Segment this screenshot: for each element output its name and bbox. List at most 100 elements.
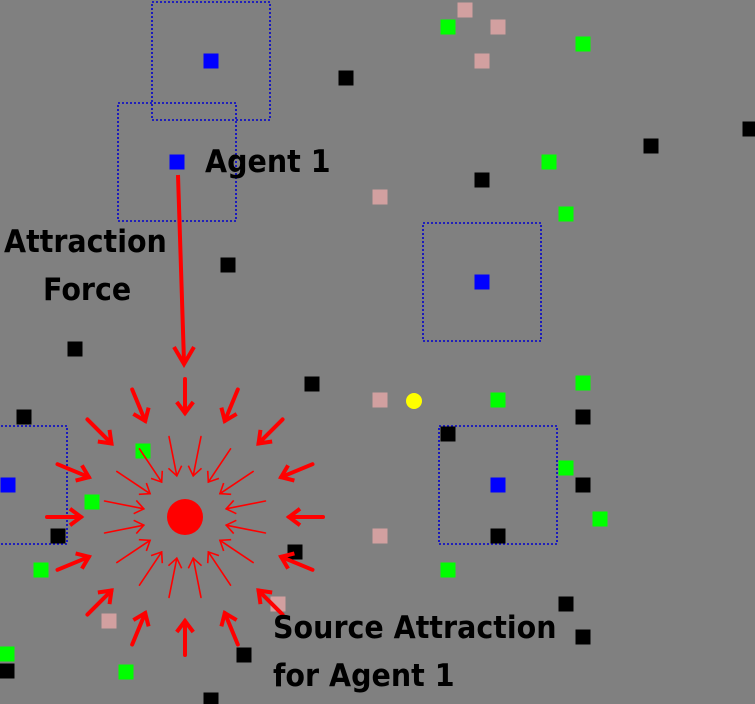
- agent-1: [169, 154, 185, 170]
- source-attraction-arrowhead: [75, 464, 92, 483]
- source-attraction-arrow: [116, 539, 151, 564]
- source-attraction-arrow: [256, 417, 285, 446]
- resource-node: [575, 36, 591, 52]
- resource-node: [558, 206, 574, 222]
- source-attraction-arrow: [222, 611, 240, 647]
- neighborhood-box: [0, 425, 68, 545]
- source-attraction-arrow: [207, 551, 232, 586]
- source-attraction-arrow: [103, 524, 145, 534]
- obstacle-node: [575, 477, 591, 493]
- obstacle-node: [575, 629, 591, 645]
- source-attraction-arrow: [192, 557, 202, 599]
- source-attraction-arrowhead: [97, 429, 114, 446]
- resource-node: [575, 375, 591, 391]
- obstacle-node: [304, 376, 320, 392]
- source-attraction-arrowhead: [219, 610, 238, 627]
- resource-node: [135, 443, 151, 459]
- target-point: [406, 393, 422, 409]
- source-attraction-arrowhead: [285, 507, 302, 527]
- obstacle-node: [16, 409, 32, 425]
- obstacle-node: [558, 596, 574, 612]
- source-label-line1: Source Attraction: [273, 610, 557, 646]
- inactive-node: [457, 2, 473, 18]
- obstacle-node: [67, 341, 83, 357]
- source-attraction-arrowhead: [175, 400, 195, 417]
- source-attraction-arrow: [168, 557, 178, 599]
- source-attraction-arrow: [130, 387, 148, 423]
- source-attraction-arrowhead: [150, 470, 164, 484]
- source-attraction-arrowhead: [97, 588, 114, 605]
- inactive-node: [490, 19, 506, 35]
- source-attraction-arrowhead: [167, 465, 183, 478]
- source-attraction-arrow: [192, 435, 202, 477]
- source-attraction-arrow: [138, 448, 163, 483]
- source-attraction-arrowhead: [219, 407, 238, 424]
- obstacle-node: [474, 172, 490, 188]
- source-attraction-arrowhead: [167, 556, 183, 569]
- obstacle-node: [643, 138, 659, 154]
- attraction-source: [167, 499, 203, 535]
- attraction-label-line2: Force: [43, 272, 132, 308]
- source-attraction-arrowhead: [278, 464, 295, 483]
- obstacle-node: [220, 257, 236, 273]
- source-attraction-arrowhead: [138, 482, 152, 496]
- resource-node: [84, 494, 100, 510]
- source-attraction-arrow: [219, 470, 254, 495]
- source-attraction-arrowhead: [278, 551, 295, 570]
- resource-node: [558, 460, 574, 476]
- source-label-line2: for Agent 1: [273, 658, 455, 694]
- agent-b: [474, 274, 490, 290]
- source-attraction-arrowhead: [187, 556, 203, 569]
- source-attraction-arrowhead: [75, 551, 92, 570]
- source-attraction-arrow: [55, 462, 91, 480]
- obstacle-node: [440, 426, 456, 442]
- resource-node: [440, 19, 456, 35]
- resource-node: [490, 392, 506, 408]
- source-attraction-arrow: [103, 500, 145, 510]
- resource-node: [592, 511, 608, 527]
- inactive-node: [474, 53, 490, 69]
- obstacle-node: [490, 528, 506, 544]
- source-attraction-arrow: [219, 539, 254, 564]
- source-attraction-arrow: [279, 554, 315, 572]
- neighborhood-box: [438, 425, 558, 545]
- source-attraction-arrowhead: [68, 507, 85, 527]
- source-attraction-arrowhead: [256, 588, 273, 605]
- source-attraction-arrowhead: [224, 519, 237, 535]
- source-attraction-arrow: [279, 462, 315, 480]
- resource-node: [0, 646, 15, 662]
- neighborhood-box: [117, 102, 237, 222]
- source-attraction-arrowhead: [175, 617, 195, 634]
- attraction-label-line1: Attraction: [4, 224, 167, 260]
- source-attraction-arrowhead: [132, 610, 151, 627]
- resource-node: [440, 562, 456, 578]
- source-attraction-arrow: [225, 524, 267, 534]
- source-attraction-arrow: [85, 588, 114, 617]
- source-attraction-arrowhead: [138, 538, 152, 552]
- obstacle-node: [287, 544, 303, 560]
- obstacle-node: [0, 663, 15, 679]
- source-attraction-arrowhead: [206, 550, 220, 564]
- source-attraction-arrow: [55, 554, 91, 572]
- source-attraction-arrowhead: [256, 429, 273, 446]
- attraction-force-arrow: [176, 174, 186, 363]
- source-attraction-arrowhead: [218, 482, 232, 496]
- source-attraction-arrowhead: [133, 499, 146, 515]
- inactive-node: [372, 528, 388, 544]
- source-attraction-arrow: [85, 417, 114, 446]
- attraction-force-arrowhead: [172, 345, 196, 368]
- source-attraction-arrowhead: [206, 470, 220, 484]
- obstacle-node: [50, 528, 66, 544]
- obstacle-node: [338, 70, 354, 86]
- obstacle-node: [742, 121, 755, 137]
- neighborhood-box: [151, 1, 271, 121]
- source-attraction-arrow: [138, 551, 163, 586]
- inactive-node: [372, 392, 388, 408]
- source-attraction-arrow: [207, 448, 232, 483]
- source-attraction-arrowhead: [132, 407, 151, 424]
- source-attraction-arrowhead: [187, 465, 203, 478]
- source-attraction-arrow: [222, 387, 240, 423]
- source-attraction-arrow: [256, 588, 285, 617]
